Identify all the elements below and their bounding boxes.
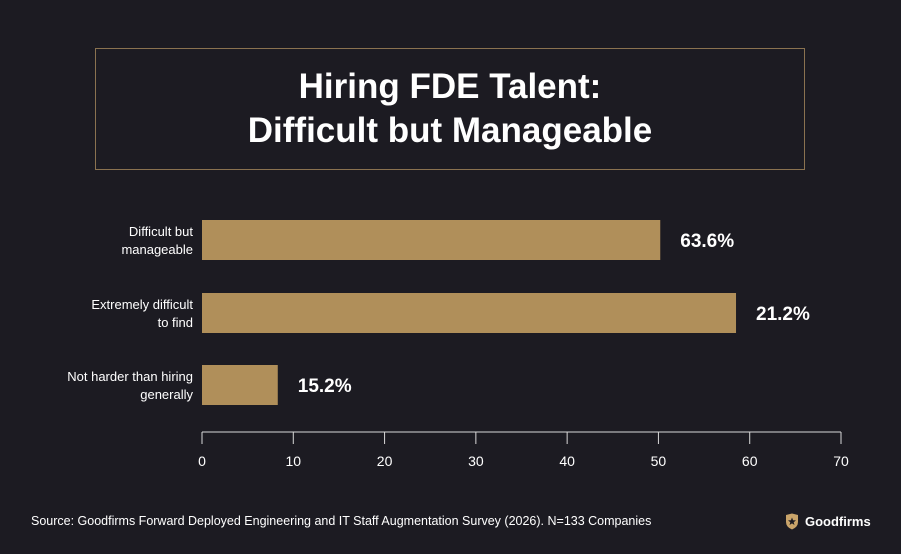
x-tick-label-2: 20 [377, 453, 393, 469]
x-tick-label-7: 70 [833, 453, 849, 469]
brand-logo: Goodfirms [784, 513, 871, 530]
category-label-2: Not harder than hiring generally [67, 369, 193, 402]
chart-title-line-2: Difficult but Manageable [247, 111, 653, 150]
category-label-1: Extremely difficult to find [91, 297, 193, 330]
bar-0 [202, 220, 661, 260]
bar-1 [202, 293, 737, 333]
bar-2 [202, 365, 278, 405]
x-tick-label-4: 40 [559, 453, 575, 469]
chart-title-box: Hiring FDE Talent: Difficult but Managea… [95, 48, 805, 170]
goodfirms-star-badge-icon [784, 513, 800, 530]
value-label-1: 21.2% [756, 304, 810, 325]
x-tick-label-3: 30 [468, 453, 484, 469]
x-tick-label-1: 10 [285, 453, 301, 469]
value-label-0: 63.6% [680, 231, 734, 252]
x-tick-label-0: 0 [198, 453, 206, 469]
x-tick-label-5: 50 [651, 453, 667, 469]
chart-title-line-1: Hiring FDE Talent: [298, 67, 602, 106]
source-note: Source: Goodfirms Forward Deployed Engin… [31, 514, 652, 528]
brand-name: Goodfirms [805, 514, 871, 529]
x-tick-label-6: 60 [742, 453, 758, 469]
category-label-0: Difficult but manageable [121, 224, 193, 257]
value-label-2: 15.2% [298, 376, 352, 397]
